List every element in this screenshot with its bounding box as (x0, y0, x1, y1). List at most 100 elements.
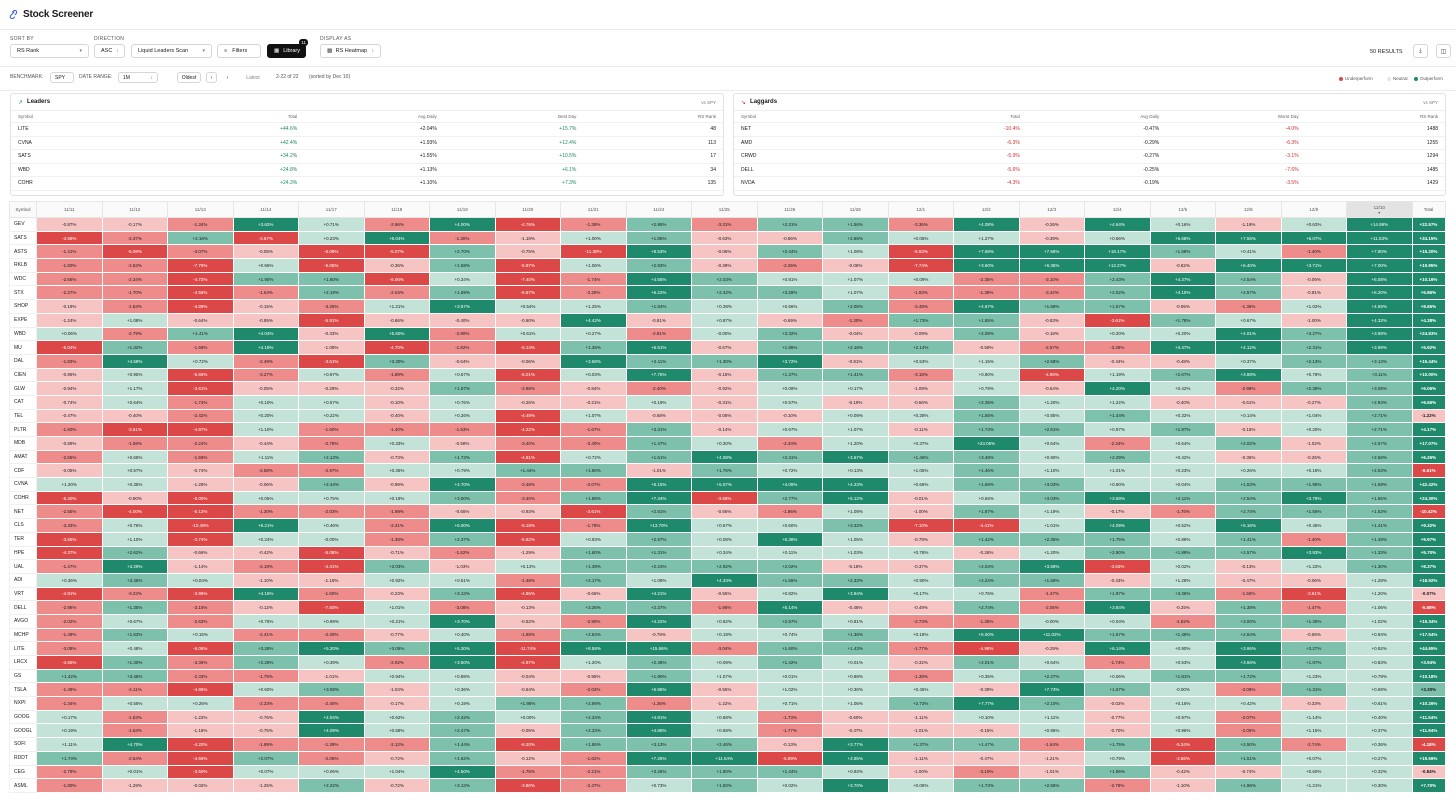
date-col-header[interactable]: 12/10 ▾ (1346, 201, 1413, 218)
symbol-cell[interactable]: WDC (9, 271, 37, 287)
heatmap-row[interactable]: AVGO -2.02% +0.67% -2.63% +0.75% +0.99% +0.21%… (9, 613, 1446, 629)
scan-select[interactable]: Liquid Leaders Scan ▾ (131, 44, 212, 58)
heatmap-row[interactable]: TER -3.65% +1.10% -3.74% +0.24% -0.00% -1.38% +… (9, 531, 1446, 547)
oldest-button[interactable]: Oldest (177, 72, 201, 83)
heatmap-row[interactable]: SOFI +1.11% +4.70% -4.20% -1.99% -1.39% -2.12%… (9, 737, 1446, 752)
date-col-header[interactable]: 12/3 (1018, 201, 1085, 218)
symbol-cell[interactable]: VRT (9, 586, 37, 602)
heatmap-row[interactable]: CEG -2.79% +0.01% -3.50% +0.07% +0.06% +1.04% +… (9, 764, 1446, 780)
leaders-row[interactable]: CVNA +42.4% +1.93% +12.4% 113 (11, 137, 723, 150)
leaders-row[interactable]: WBD +24.8% +1.13% +6.1% 34 (11, 164, 723, 177)
heatmap-row[interactable]: TEL -0.47% -0.40% -2.42% +0.20% +0.22% -0.40% +… (9, 408, 1446, 424)
date-col-header[interactable]: 11/12 (101, 201, 168, 218)
heatmap-row[interactable]: DAL -1.83% +4.58% +0.72% -2.49% -3.61% +3.30% -… (9, 353, 1446, 369)
heatmap-row[interactable]: GS +1.42% +3.46% -2.33% -1.79% -1.01% +0.94% +0… (9, 668, 1446, 684)
download-button[interactable]: ⤓ (1413, 44, 1428, 58)
heatmap-row[interactable]: VRT -4.91% -3.23% -3.96% +4.16% -1.60% -0.23% +… (9, 586, 1446, 602)
date-col-header[interactable]: 11/19 (429, 201, 496, 218)
date-col-header[interactable]: 11/17 (298, 201, 365, 218)
leaders-row[interactable]: SATS +34.2% +1.55% +10.5% 17 (11, 150, 723, 164)
latest-button[interactable]: Latest (240, 72, 266, 83)
symbol-cell[interactable]: STX (9, 285, 37, 301)
heatmap-row[interactable]: NET -2.55% -4.00% -5.12% -1.30% -2.03% -1.99% -… (9, 504, 1446, 520)
heatmap-row[interactable]: CDF -0.05% +0.57% -0.74% -2.58% -2.97% +0.36% +… (9, 463, 1446, 479)
library-button[interactable]: ▦ Library 11 (267, 39, 308, 58)
date-col-header[interactable]: 11/28 (822, 201, 889, 218)
date-col-header[interactable]: 11/14 (232, 201, 299, 218)
heatmap-row[interactable]: CLS -3.33% +0.76% -10.49% +6.21% +0.46% -2.21%… (9, 518, 1446, 533)
panel-toggle-button[interactable]: ◫ (1436, 44, 1451, 58)
date-col-header[interactable]: 12/1 (887, 201, 954, 218)
date-col-header[interactable]: 12/4 (1084, 201, 1151, 218)
heatmap-row[interactable]: GOOG +0.17% -1.53% -1.22% -0.76% +4.04% +0.62%… (9, 709, 1446, 725)
benchmark-input[interactable]: SPY (50, 72, 74, 83)
sort-by-select[interactable]: RS Rank ▾ (10, 44, 89, 58)
prev-button[interactable]: ‹ (206, 72, 217, 83)
symbol-cell[interactable]: AVGO (9, 613, 37, 629)
leaders-row[interactable]: LITE +44.6% +2.04% +15.7% 48 (11, 123, 723, 137)
symbol-cell[interactable]: TEL (9, 408, 37, 424)
heatmap-row[interactable]: WBD +0.06% -2.79% +1.41% +4.04% -0.33% +5.60% -… (9, 326, 1446, 342)
date-col-header[interactable]: 12/9 (1280, 201, 1347, 218)
date-col-header[interactable]: 11/11 (36, 201, 103, 218)
heatmap-row[interactable]: MCHP -1.49% +1.63% +0.15% -2.41% -2.40% -0.77%… (9, 627, 1446, 643)
symbol-cell[interactable]: GOOGL (9, 723, 37, 739)
symbol-cell[interactable]: TER (9, 531, 37, 547)
heatmap-row[interactable]: ASTS -1.41% -5.08% -3.07% -0.05% -6.09% -5.07%… (9, 244, 1446, 260)
laggards-row[interactable]: NVDA -4.3% -0.19% -3.5% 1429 (734, 177, 1445, 191)
symbol-cell[interactable]: ASML (9, 778, 37, 793)
heatmap-row[interactable]: GLW -0.94% +1.17% -3.61% -0.05% -0.29% -0.32% +… (9, 381, 1446, 396)
heatmap-row[interactable]: STX -2.27% -1.70% -4.55% -1.64% +2.19% -2.04% +… (9, 285, 1446, 301)
symbol-cell[interactable]: WBD (9, 326, 37, 342)
symbol-cell[interactable]: CEG (9, 764, 37, 780)
heatmap-row[interactable]: UAL -1.47% +4.29% -1.14% -2.19% -4.41% +3.03% -… (9, 559, 1446, 574)
heatmap-row[interactable]: PLTR -1.60% -3.61% -4.87% +1.10% -1.60% -1.40%… (9, 422, 1446, 437)
heatmap-row[interactable]: LITE -3.08% +0.48% -6.06% +3.28% +5.20% +3.06%… (9, 641, 1446, 656)
heatmap-row[interactable]: SATS -3.58% -2.37% +2.16% -3.67% +0.23% +6.04%… (9, 230, 1446, 246)
heatmap-row[interactable]: WDC -2.66% -2.34% -4.72% +1.90% +1.80% -6.06% +… (9, 271, 1446, 287)
symbol-cell[interactable]: MDB (9, 436, 37, 451)
next-button[interactable]: › (222, 72, 233, 83)
heatmap-row[interactable]: COHR -5.40% -0.90% -5.00% +0.05% +0.75% +0.18%… (9, 490, 1446, 506)
heatmap-row[interactable]: RKLB -1.50% -2.53% -7.79% +0.66% -5.05% -0.36%… (9, 258, 1446, 273)
heatmap-row[interactable]: CVNA +1.20% +0.35% -1.28% -0.06% +2.44% -0.99%… (9, 477, 1446, 492)
heatmap-row[interactable]: MU -5.04% +1.32% -1.58% +4.18% -1.08% -4.70% -1… (9, 340, 1446, 355)
laggards-row[interactable]: AMD -6.3% -0.29% -6.3% 1255 (734, 137, 1445, 150)
laggards-row[interactable]: NET -10.4% -0.47% -4.0% 1488 (734, 123, 1445, 137)
leaders-row[interactable]: COHR +24.3% +1.10% +7.3% 135 (11, 177, 723, 191)
laggards-row[interactable]: DELL -5.6% -0.25% -7.6% 1485 (734, 164, 1445, 177)
symbol-cell[interactable]: GOOG (9, 709, 37, 725)
symbol-cell[interactable]: DAL (9, 353, 37, 369)
heatmap-row[interactable]: SHOP -0.19% -1.53% -4.89% -0.15% -3.25% +1.21%… (9, 299, 1446, 314)
symbol-cell[interactable]: EXPE (9, 312, 37, 328)
symbol-cell[interactable]: SHOP (9, 299, 37, 314)
display-as-select[interactable]: ▩ RS Heatmap ↕ (320, 44, 381, 58)
symbol-cell[interactable]: NXPI (9, 696, 37, 711)
symbol-cell[interactable]: COHR (9, 490, 37, 506)
date-col-header[interactable]: 12/2 (953, 201, 1020, 218)
symbol-cell[interactable]: MU (9, 340, 37, 355)
heatmap-row[interactable]: NXPI -1.34% +0.55% +0.26% -2.33% -2.40% -0.17%… (9, 696, 1446, 711)
symbol-cell[interactable]: AMAT (9, 449, 37, 465)
heatmap-row[interactable]: AMAT -2.66% +0.65% -1.59% +1.11% +2.13% -0.73%… (9, 449, 1446, 465)
heatmap-row[interactable]: DELL -2.98% +1.35% -3.15% -0.12% -7.60% +1.01%… (9, 600, 1446, 615)
symbol-cell[interactable]: ASTS (9, 244, 37, 260)
filters-button[interactable]: ≡ Filters (217, 44, 261, 58)
symbol-cell[interactable]: SATS (9, 230, 37, 246)
heatmap-row[interactable]: RDDT +1.74% -2.54% -4.66% +2.07% -2.06% -0.72%… (9, 750, 1446, 766)
symbol-cell[interactable]: GEV (9, 217, 37, 232)
symbol-cell[interactable]: PLTR (9, 422, 37, 437)
heatmap-row[interactable]: GEV -0.87% -0.17% -1.34% +3.62% +0.71% -2.96% +… (9, 217, 1446, 232)
symbol-cell[interactable]: GLW (9, 381, 37, 396)
date-col-header[interactable]: 11/13 (167, 201, 234, 218)
heatmap-row[interactable]: MDB -0.89% -1.68% -2.24% -0.44% -2.78% +0.33% -… (9, 436, 1446, 451)
date-col-header[interactable]: 11/18 (363, 201, 430, 218)
symbol-cell[interactable]: CVNA (9, 477, 37, 492)
date-col-header[interactable]: 11/21 (560, 201, 627, 218)
symbol-cell[interactable]: UAL (9, 559, 37, 574)
symbol-cell[interactable]: LRCX (9, 655, 37, 670)
symbol-cell[interactable]: CIEN (9, 367, 37, 383)
heatmap-row[interactable]: GOOGL +0.19% -1.63% -1.18% -0.75% +4.09% +0.58… (9, 723, 1446, 739)
laggards-row[interactable]: CRWD -5.9% -0.27% -3.1% 1294 (734, 150, 1445, 164)
symbol-cell[interactable]: NET (9, 504, 37, 520)
